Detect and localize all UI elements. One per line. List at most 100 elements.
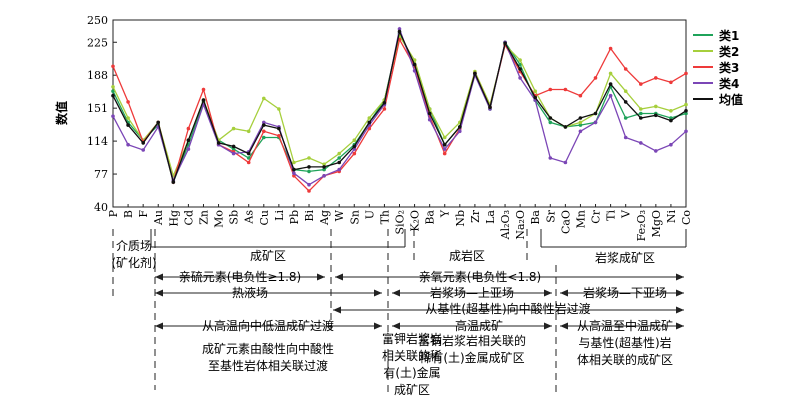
series-point: [639, 141, 643, 145]
x-tick-label: Ti: [605, 210, 618, 221]
series-point: [352, 144, 357, 149]
series-point: [337, 160, 342, 165]
x-tick-label: Sr: [544, 209, 557, 223]
arrow-head: [544, 289, 552, 297]
series-point: [593, 111, 598, 116]
series-point: [518, 76, 522, 80]
series-point: [684, 109, 688, 113]
series-point: [292, 160, 296, 165]
x-tick-label: SiO₂: [394, 210, 407, 234]
x-tick-label: Na₂O: [514, 210, 527, 240]
series-point: [126, 142, 130, 147]
series-point: [292, 174, 296, 178]
arrow-head: [676, 289, 684, 297]
series-point: [307, 189, 311, 193]
arrow-head: [676, 273, 684, 281]
x-tick-label: Hg: [167, 210, 180, 227]
series-point: [593, 120, 598, 125]
x-tick-label: As: [243, 210, 256, 225]
series-point: [623, 67, 628, 71]
series-point: [442, 135, 447, 140]
y-axis-label: 数值: [54, 101, 69, 125]
series-point: [669, 142, 673, 147]
series-point: [608, 46, 613, 51]
series-point: [442, 142, 447, 147]
x-tick-label: Ba: [529, 210, 542, 225]
series-point: [141, 141, 145, 145]
series-point: [367, 120, 372, 125]
series-point: [563, 87, 568, 92]
x-tick-label: Ba: [424, 210, 437, 225]
series-point: [458, 129, 462, 134]
series-point: [473, 71, 477, 76]
x-tick-label: Pb: [288, 210, 301, 224]
arrow-head: [560, 289, 568, 297]
series-point: [126, 123, 130, 127]
x-tick-label: Nb: [454, 210, 467, 227]
arrow-head: [676, 306, 684, 314]
series-point: [654, 76, 658, 80]
arrow-head: [560, 322, 568, 330]
x-tick-label: V: [620, 209, 633, 219]
series-point: [563, 160, 568, 165]
series-point: [246, 156, 251, 160]
series-point: [639, 82, 643, 86]
arrow-head: [317, 273, 325, 281]
label-sodic: 富钠岩浆岩相关联的稀有(土)金属成矿区: [418, 333, 526, 365]
series-point: [201, 87, 206, 92]
x-tick-label: Zr: [469, 209, 482, 223]
series-point: [186, 126, 191, 131]
arrow-head: [374, 289, 382, 297]
series-point: [322, 167, 326, 172]
label-magma-upper: 岩浆场—上亚场: [430, 285, 514, 300]
series-point: [277, 134, 281, 138]
series-point: [684, 129, 688, 134]
x-tick-label: Bi: [303, 210, 316, 222]
series-point: [458, 125, 462, 129]
x-tick-label: Y: [439, 209, 452, 218]
series-point: [518, 62, 522, 67]
series-line: [112, 29, 687, 185]
x-tick-label: Au: [152, 210, 165, 226]
series-point: [111, 85, 115, 89]
series-point: [277, 126, 281, 131]
series-point: [201, 98, 206, 102]
x-tick-label: Cu: [258, 210, 271, 226]
label-high-to-low-temp: 从高温向中低温成矿过渡: [202, 318, 334, 333]
x-tick-label: Ag: [318, 210, 331, 226]
series-point: [623, 116, 628, 120]
series-point: [623, 89, 628, 93]
label-magmatic-ore-zone: 岩浆成矿区: [595, 250, 655, 265]
x-tick-label: Th: [378, 210, 391, 224]
x-tick-label: K₂O: [409, 210, 422, 232]
label-acid-to-basic: 成矿元素由酸性向中酸性至基性岩体相关联过渡: [202, 341, 334, 373]
series-point: [488, 105, 492, 110]
series-point: [307, 165, 311, 169]
series-point: [262, 120, 266, 125]
arrow-head: [374, 322, 382, 330]
series-point: [578, 93, 583, 98]
series-point: [262, 123, 266, 127]
series-point: [593, 76, 598, 80]
series-point: [141, 148, 145, 152]
label-high-temp: 高温成矿: [455, 318, 503, 333]
series-point: [533, 95, 537, 100]
arrow-head: [392, 289, 400, 297]
series-point: [262, 135, 266, 140]
x-tick-label: Mo: [213, 210, 226, 228]
series-line: [112, 26, 687, 186]
arrow-head: [333, 306, 341, 314]
label-ore-zone: 成矿区: [250, 249, 286, 263]
series-point: [337, 151, 342, 156]
series-point: [548, 156, 553, 160]
series-point: [639, 111, 643, 116]
label-basic-to-acid: 从基性(超基性)向中酸性岩过渡: [425, 301, 590, 316]
series-point: [623, 100, 628, 104]
series-point: [262, 96, 266, 101]
series-point: [669, 80, 673, 85]
series-point: [111, 114, 115, 118]
series-point: [639, 116, 643, 120]
label-high-mid-temp: 从高温至中温成矿与基性(超基性)岩体相关联的成矿区: [577, 318, 673, 367]
